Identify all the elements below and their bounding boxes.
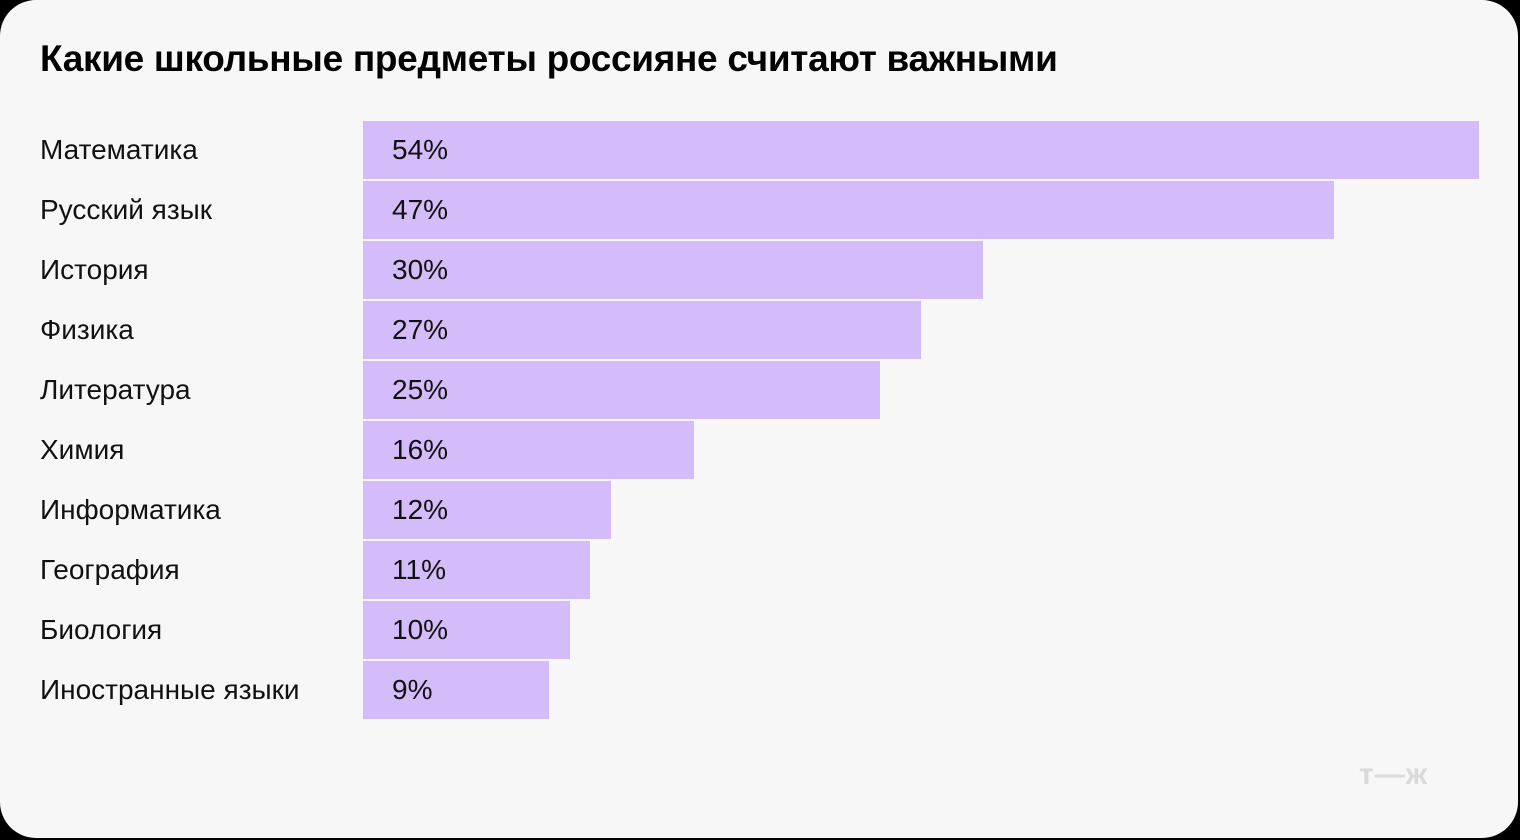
bar: 27% (363, 301, 921, 359)
bar: 54% (363, 121, 1479, 179)
bar: 25% (363, 361, 880, 419)
bar-row: История 30% (0, 241, 1518, 299)
category-label: Химия (40, 434, 125, 465)
bar-row: Математика 54% (0, 121, 1518, 179)
value-label: 30% (392, 254, 449, 285)
bar-row: Русский язык 47% (0, 181, 1518, 239)
value-label: 16% (392, 434, 449, 465)
bar: 47% (363, 181, 1334, 239)
bar-row: Литература 25% (0, 361, 1518, 419)
category-label: Информатика (40, 494, 221, 525)
bar-row: Физика 27% (0, 301, 1518, 359)
bar-row: Химия 16% (0, 421, 1518, 479)
category-label: Математика (40, 134, 198, 165)
bar: 16% (363, 421, 694, 479)
value-label: 54% (392, 134, 449, 165)
bar: 11% (363, 541, 590, 599)
category-label: Биология (40, 614, 163, 645)
bar: 10% (363, 601, 570, 659)
bar-row: География 11% (0, 541, 1518, 599)
value-label: 9% (392, 674, 433, 705)
category-label: Литература (40, 374, 191, 405)
value-label: 11% (392, 554, 446, 585)
category-label: Русский язык (40, 194, 213, 225)
value-label: 27% (392, 314, 449, 345)
bar-row: Иностранные языки 9% (0, 661, 1518, 719)
category-label: Иностранные языки (40, 674, 300, 705)
category-label: История (40, 254, 149, 285)
chart-title: Какие школьные предметы россияне считают… (40, 38, 1058, 79)
category-label: Физика (40, 314, 134, 345)
value-label: 12% (392, 494, 449, 525)
bar: 9% (363, 661, 549, 719)
value-label: 47% (392, 194, 449, 225)
bar-row: Информатика 12% (0, 481, 1518, 539)
value-label: 10% (392, 614, 449, 645)
value-label: 25% (392, 374, 449, 405)
bar: 30% (363, 241, 983, 299)
bar-row: Биология 10% (0, 601, 1518, 659)
bar: 12% (363, 481, 611, 539)
category-label: География (40, 554, 180, 585)
brand-logo: т—ж (1359, 758, 1428, 791)
